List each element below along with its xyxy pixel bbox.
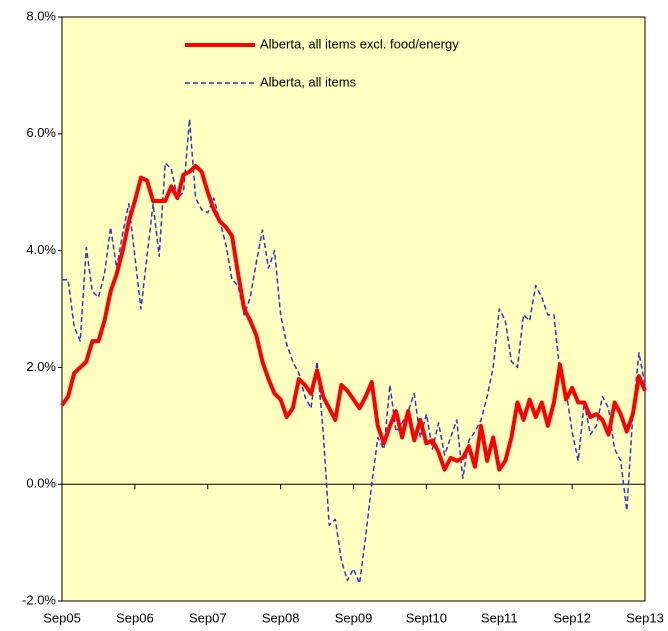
x-tick-label: Sep07 [189, 610, 227, 625]
y-tick-label: 2.0% [26, 359, 56, 374]
x-tick-label: Sep09 [335, 610, 373, 625]
x-tick-label: Sep06 [116, 610, 154, 625]
y-tick-label: 8.0% [26, 8, 56, 23]
y-tick-label: 0.0% [26, 476, 56, 491]
x-tick-label: Sep11 [481, 610, 518, 625]
legend-label: Alberta, all items [260, 74, 357, 89]
x-tick-label: Sep13 [626, 610, 664, 625]
x-tick-label: Sep08 [262, 610, 300, 625]
y-tick-label: 4.0% [26, 242, 56, 257]
y-tick-label: -2.0% [22, 592, 56, 607]
series-line [60, 163, 647, 472]
plot-area [61, 16, 646, 602]
series-line [62, 118, 646, 585]
x-tick-label: Sep12 [553, 610, 591, 625]
x-tick-label: Sept10 [406, 610, 447, 625]
y-tick-label: 6.0% [26, 125, 56, 140]
legend-label: Alberta, all items excl. food/energy [260, 36, 459, 51]
x-tick-label: Sep05 [43, 610, 81, 625]
